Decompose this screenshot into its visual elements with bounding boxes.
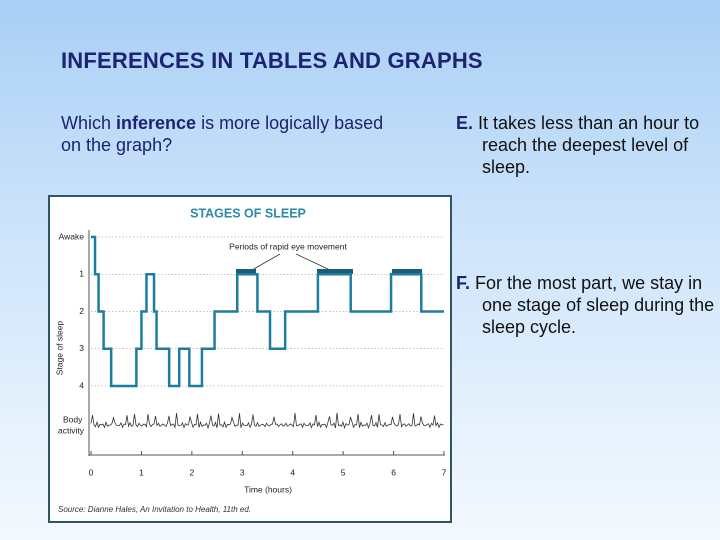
y-tick-label: 4 — [79, 380, 84, 390]
chart-title: STAGES OF SLEEP — [190, 206, 306, 220]
source-note: Source: Dianne Hales, An Invitation to H… — [58, 505, 251, 514]
x-tick-label: 7 — [442, 467, 447, 477]
x-tick-label: 6 — [391, 467, 396, 477]
x-axis-label: Time (hours) — [244, 484, 292, 494]
y-tick-label: 1 — [79, 269, 84, 279]
slide-title: INFERENCES IN TABLES AND GRAPHS — [61, 48, 483, 73]
question: Which inference is more logically based … — [61, 112, 391, 156]
x-tick-label: 4 — [290, 467, 295, 477]
rem-bar — [236, 269, 256, 274]
source-text: Source: Dianne Hales, — [58, 505, 140, 514]
body-label: Body — [63, 414, 83, 424]
x-tick-label: 0 — [89, 467, 94, 477]
option-letter: F. — [456, 273, 471, 293]
annotation-pointer — [295, 253, 331, 271]
source-text: , 11th ed. — [218, 505, 251, 514]
x-tick-label: 3 — [240, 467, 245, 477]
annotation-pointer — [251, 253, 281, 271]
x-tick-label: 5 — [341, 467, 346, 477]
question-emphasis: inference — [116, 113, 197, 133]
body-label: activity — [58, 425, 85, 435]
x-tick-label: 1 — [139, 467, 144, 477]
y-axis-label: Stage of sleep — [54, 321, 64, 376]
answer-option: E. It takes less than an hour to reach t… — [456, 112, 720, 178]
y-tick-label: Awake — [59, 231, 85, 241]
body-activity-trace — [90, 412, 444, 430]
y-tick-label: 3 — [79, 343, 84, 353]
sleep-stage-line — [91, 235, 444, 388]
question-text: Which — [61, 113, 117, 133]
answer-option: F. For the most part, we stay in one sta… — [456, 272, 720, 338]
chart-frame — [48, 195, 452, 523]
rem-bar — [317, 269, 353, 274]
source-text: An Invitation to Health — [139, 505, 219, 514]
y-tick-label: 2 — [79, 306, 84, 316]
option-letter: E. — [456, 113, 474, 133]
x-tick-label: 2 — [189, 467, 194, 477]
rem-bar — [392, 269, 422, 274]
question-text: is more logically based on the graph? — [61, 113, 384, 155]
annotation: Periods of rapid eye movement — [229, 241, 347, 251]
option-text: For the most part, we stay in one stage … — [475, 273, 715, 337]
option-text: It takes less than an hour to reach the … — [478, 113, 700, 177]
